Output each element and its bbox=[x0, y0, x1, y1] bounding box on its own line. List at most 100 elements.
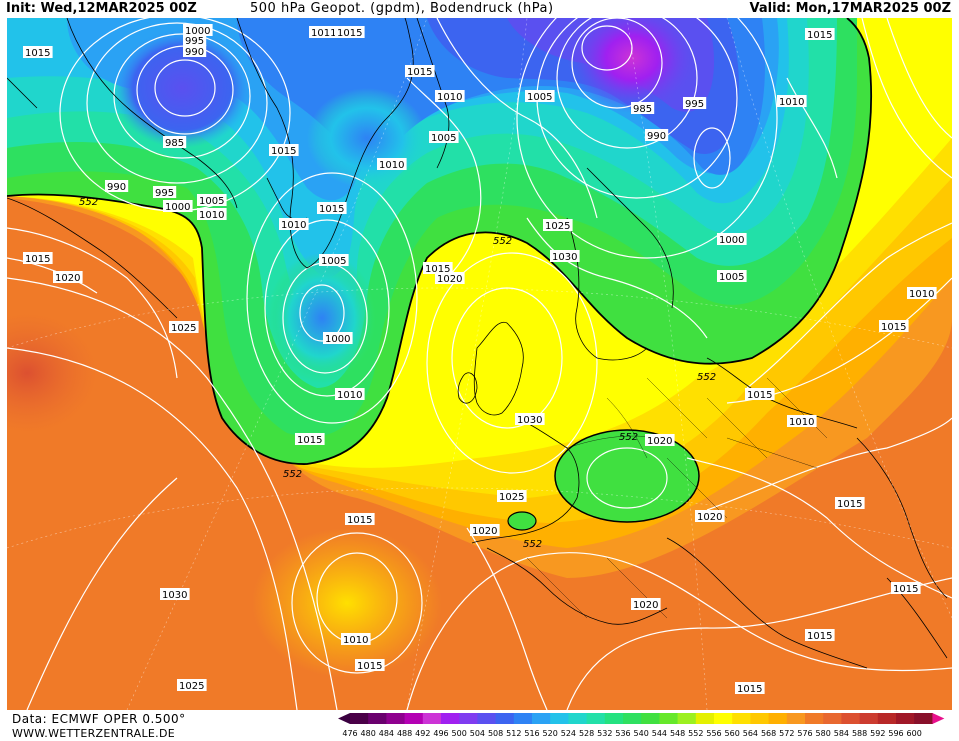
legend-swatch bbox=[550, 713, 569, 724]
legend-value: 592 bbox=[870, 729, 885, 738]
legend-swatch bbox=[732, 713, 751, 724]
geopotential-labels: 552 552 552 552 552 552 bbox=[79, 197, 716, 550]
legend-swatch bbox=[750, 713, 770, 724]
geopotential-label: 552 bbox=[79, 197, 98, 208]
pressure-label-text: 1005 bbox=[199, 196, 224, 207]
legend-value: 492 bbox=[415, 729, 430, 738]
color-legend: 476 480 484 488 492 496 500 504 508 512 516 520 524 5… bbox=[338, 713, 945, 738]
pressure-label-text: 1005 bbox=[527, 92, 552, 103]
legend-swatch bbox=[823, 713, 842, 724]
pressure-labels: 1015100099599098599099510001005101010151… bbox=[23, 24, 937, 695]
weather-map: 1015 1000 995 990 985 990 995 1000 1005 1010 1015 1… bbox=[7, 18, 952, 710]
legend-swatch bbox=[532, 713, 551, 724]
pressure-label: 1010 bbox=[435, 90, 465, 103]
pressure-label: 1025 bbox=[177, 679, 207, 692]
pressure-label: 1015 bbox=[735, 682, 765, 695]
legend-value: 572 bbox=[779, 729, 794, 738]
website-label[interactable]: WWW.WETTERZENTRALE.DE bbox=[12, 727, 175, 740]
pressure-label-text: 990 bbox=[647, 131, 666, 142]
low-atlantic-core bbox=[267, 253, 377, 383]
pressure-label-text: 1015 bbox=[347, 515, 372, 526]
pressure-label-text: 1015 bbox=[807, 631, 832, 642]
legend-value: 556 bbox=[706, 729, 721, 738]
pressure-label-text: 1015 bbox=[407, 67, 432, 78]
pressure-label-text: 1005 bbox=[321, 256, 346, 267]
pressure-label-text: 1010 bbox=[337, 390, 362, 401]
cutoff-low-green bbox=[554, 429, 700, 523]
pressure-label-text: 990 bbox=[107, 182, 126, 193]
pressure-label-text: 1000 bbox=[325, 334, 350, 345]
legend-swatch bbox=[695, 713, 715, 724]
pressure-label: 1020 bbox=[631, 598, 661, 611]
legend-swatch bbox=[513, 713, 533, 724]
legend-value: 484 bbox=[379, 729, 394, 738]
pressure-label: 1005 bbox=[197, 194, 227, 207]
pressure-label: 1010 bbox=[377, 158, 407, 171]
pressure-label: 985 bbox=[163, 136, 187, 149]
pressure-label: 1015 bbox=[345, 513, 375, 526]
pressure-label: 1030 bbox=[550, 250, 580, 263]
pressure-label: 1000 bbox=[323, 332, 353, 345]
legend-swatch bbox=[859, 713, 879, 724]
pressure-label-text: 1020 bbox=[697, 512, 722, 523]
legend-value: 600 bbox=[907, 729, 922, 738]
pressure-label-text: 985 bbox=[633, 104, 652, 115]
isobars bbox=[7, 18, 952, 710]
pressure-label-text: 995 bbox=[185, 36, 204, 47]
contour-552 bbox=[7, 18, 873, 465]
legend-value: 504 bbox=[470, 729, 485, 738]
pressure-label: 1020 bbox=[645, 434, 675, 447]
legend-swatch bbox=[659, 713, 679, 724]
pressure-label: 1000 bbox=[717, 233, 747, 246]
geopotential-label: 552 bbox=[697, 372, 716, 383]
legend-value: 520 bbox=[543, 729, 558, 738]
legend-value: 496 bbox=[433, 729, 448, 738]
footer: Data: ECMWF OPER 0.500° WWW.WETTERZENTRA… bbox=[0, 710, 959, 741]
low-scandinavia-core bbox=[567, 18, 697, 113]
valid-time-label: Valid: Mon,17MAR2025 00Z bbox=[749, 1, 951, 16]
pressure-label-text: 1030 bbox=[517, 415, 542, 426]
pressure-label-text: 985 bbox=[165, 138, 184, 149]
pressure-label-text: 1015 bbox=[271, 146, 296, 157]
pressure-label: 1015 bbox=[335, 26, 365, 39]
header-bar: Init: Wed,12MAR2025 00Z 500 hPa Geopot. … bbox=[0, 0, 959, 18]
legend-value: 500 bbox=[452, 729, 467, 738]
legend-swatch bbox=[841, 713, 861, 724]
pressure-label-text: 1015 bbox=[893, 584, 918, 595]
legend-swatch bbox=[441, 713, 460, 724]
pressure-label: 1015 bbox=[745, 388, 775, 401]
legend-value: 508 bbox=[488, 729, 503, 738]
legend-value: 536 bbox=[615, 729, 630, 738]
legend-value: 480 bbox=[361, 729, 376, 738]
pressure-label: 1010 bbox=[341, 633, 371, 646]
pressure-label-text: 1015 bbox=[807, 30, 832, 41]
pressure-label-text: 1010 bbox=[199, 210, 224, 221]
country-borders bbox=[526, 377, 828, 619]
pressure-label: 1020 bbox=[53, 271, 83, 284]
pressure-label-text: 1020 bbox=[437, 274, 462, 285]
pressure-label-text: 1020 bbox=[633, 600, 658, 611]
legend-swatch bbox=[368, 713, 387, 724]
pressure-label-text: 1000 bbox=[165, 202, 190, 213]
pressure-label-text: 1030 bbox=[162, 590, 187, 601]
pressure-label: 1020 bbox=[435, 272, 465, 285]
pressure-label-text: 1015 bbox=[357, 661, 382, 672]
pressure-label: 1015 bbox=[405, 65, 435, 78]
pressure-label: 995 bbox=[683, 97, 707, 110]
pressure-label-text: 1015 bbox=[25, 48, 50, 59]
pressure-label-text: 1025 bbox=[179, 681, 204, 692]
pressure-label-text: 995 bbox=[685, 99, 704, 110]
cutoff-low-small bbox=[507, 511, 537, 531]
pressure-label: 990 bbox=[183, 45, 207, 58]
geopotential-label: 552 bbox=[493, 236, 512, 247]
pressure-label: 1015 bbox=[891, 582, 921, 595]
pressure-label: 990 bbox=[105, 180, 129, 193]
pressure-label-text: 1010 bbox=[343, 635, 368, 646]
legend-value: 544 bbox=[652, 729, 667, 738]
geopotential-label: 552 bbox=[283, 469, 302, 480]
pressure-label: 1011 bbox=[309, 26, 339, 39]
pressure-label: 985 bbox=[631, 102, 655, 115]
pressure-label: 990 bbox=[645, 129, 669, 142]
pressure-label-text: 1015 bbox=[881, 322, 906, 333]
pressure-label-text: 1020 bbox=[647, 436, 672, 447]
